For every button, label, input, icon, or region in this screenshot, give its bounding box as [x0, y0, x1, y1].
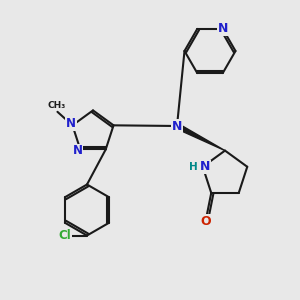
Text: N: N	[172, 119, 182, 133]
Text: Cl: Cl	[59, 229, 71, 242]
Text: N: N	[73, 145, 83, 158]
Text: H: H	[189, 162, 197, 172]
Text: O: O	[201, 215, 212, 228]
Text: N: N	[200, 160, 210, 173]
Text: N: N	[218, 22, 228, 35]
Text: CH₃: CH₃	[48, 101, 66, 110]
Polygon shape	[176, 124, 225, 151]
Text: N: N	[66, 117, 76, 130]
